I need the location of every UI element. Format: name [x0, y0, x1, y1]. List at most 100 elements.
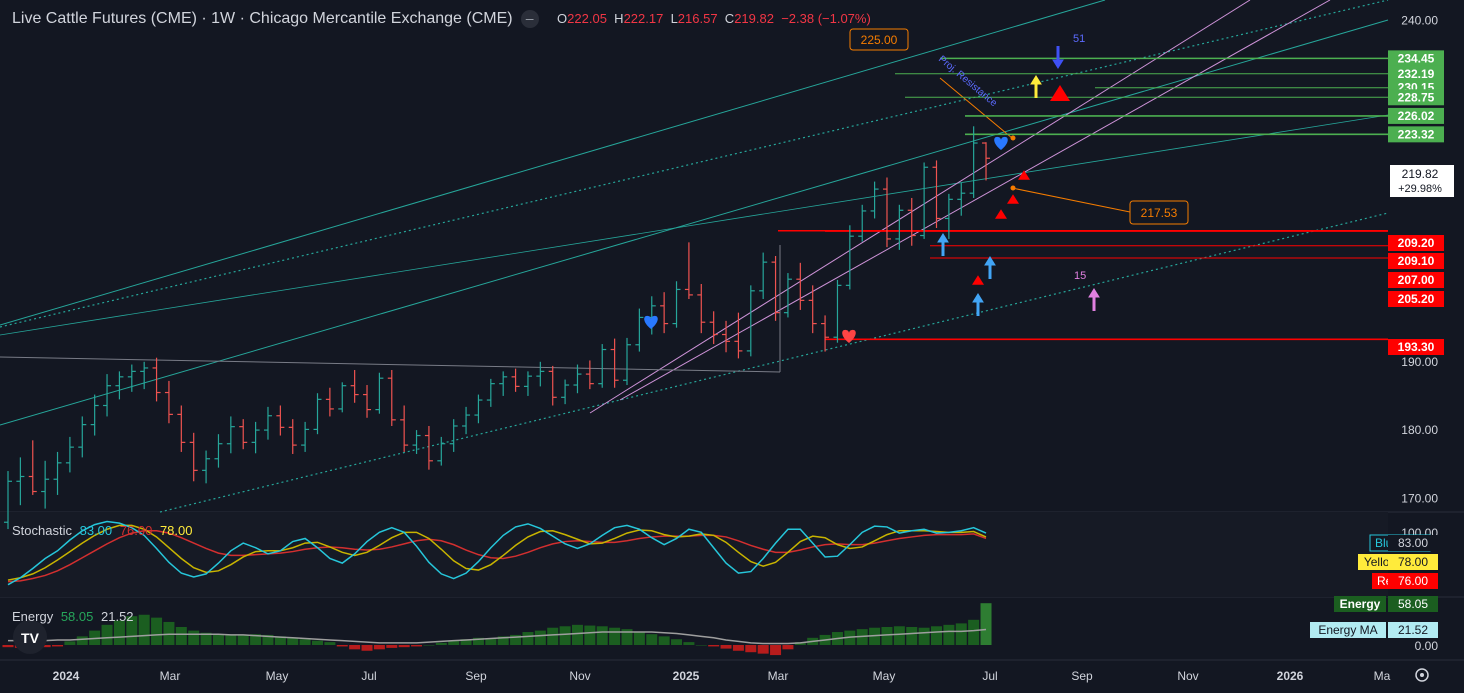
red-heart-icon	[842, 329, 856, 343]
stoch-red-line	[7, 530, 987, 583]
ohlc-bar	[511, 368, 520, 392]
ohlc-bar	[226, 416, 235, 454]
ohlc-bar	[189, 432, 198, 482]
energy-bar	[2, 645, 14, 648]
ohlc-bar	[944, 193, 953, 239]
energy-bar	[955, 623, 967, 645]
ohlc-bar	[127, 364, 136, 392]
energy-axis-bottom: 0.00	[1415, 639, 1439, 653]
ohlc-bar	[437, 436, 446, 466]
energy-legend-value-bg	[1388, 622, 1438, 638]
ohlc-bar	[623, 337, 631, 386]
energy-bar	[559, 626, 571, 645]
green-level-tag	[1388, 107, 1444, 124]
ohlc-bar	[982, 142, 991, 181]
ohlc-bar	[759, 252, 768, 300]
energy-bar	[188, 630, 200, 645]
tradingview-logo-icon: TV	[13, 620, 47, 654]
energy-bar	[200, 632, 212, 645]
settings-gear-icon	[1415, 668, 1429, 682]
energy-bar	[757, 645, 769, 654]
channel-lower-dotted	[159, 212, 1389, 513]
buy-arrow-icon	[937, 233, 949, 256]
energy-bar	[312, 640, 323, 645]
energy-bar	[720, 645, 732, 649]
energy-bar	[472, 637, 484, 645]
ohlc-bar	[548, 365, 557, 406]
ohlc-bar	[907, 197, 916, 246]
target-box-right-text: 217.53	[1141, 206, 1178, 220]
energy-bar	[732, 645, 744, 651]
price-tick-label: 180.00	[1401, 423, 1438, 437]
red-level-tag-text: 193.30	[1398, 340, 1435, 354]
ohlc-bar	[920, 162, 929, 239]
energy-ma-line	[8, 628, 987, 645]
energy-bar	[64, 641, 76, 645]
ohlc-bar	[65, 436, 74, 473]
energy-bar	[336, 645, 348, 647]
stochastic-v2: 76.00	[119, 523, 153, 538]
more-icon[interactable]: –	[520, 10, 539, 28]
energy-bar	[373, 645, 385, 650]
ohlc-bar	[610, 338, 619, 388]
ohlc-bar	[400, 405, 409, 452]
green-level-tag	[1388, 65, 1444, 82]
energy-bar	[497, 636, 509, 645]
signals	[644, 46, 1100, 343]
stoch-pane-bg	[0, 512, 1388, 597]
energy-bar	[534, 630, 546, 645]
arrow-head	[1088, 288, 1100, 298]
target-box-right	[1129, 200, 1189, 225]
target-box-top-text: 225.00	[861, 33, 898, 47]
ohlc-bar	[672, 281, 681, 328]
orange-proj-line	[939, 77, 1013, 139]
stochastic-legend[interactable]: Stochastic 83.00 76.00 78.00	[12, 523, 193, 538]
ohlc-bar	[585, 360, 594, 390]
energy-bar	[522, 632, 534, 645]
target-box-top	[849, 28, 909, 51]
buy-arrow-icon	[1088, 288, 1100, 311]
ohlc-bar	[424, 425, 433, 470]
ohlc-bar	[808, 285, 817, 334]
ohlc-bar	[214, 434, 223, 468]
stochastic-v1: 83.00	[79, 523, 113, 538]
gear-ring	[1415, 668, 1429, 682]
energy-bar	[76, 636, 88, 645]
arrow-head	[937, 233, 949, 243]
ohlc-readout: O222.05 H222.17 L216.57 C219.82 −2.38 (−…	[557, 11, 871, 27]
orange-target-line	[1011, 187, 1131, 213]
red-level-tag-text: 205.20	[1398, 292, 1435, 306]
last-price-tag	[1390, 165, 1454, 197]
ohlc-bar	[870, 181, 879, 219]
energy-bar	[361, 645, 373, 651]
green-level-tag-text: 228.75	[1398, 90, 1435, 104]
time-tick-label: Ma	[1374, 669, 1391, 683]
symbol-title[interactable]: Live Cattle Futures (CME) · 1W · Chicago…	[12, 10, 513, 28]
energy-legend[interactable]: Energy 58.05 21.52	[12, 609, 134, 624]
energy-bar	[386, 645, 398, 648]
ohlc-bar	[833, 279, 842, 343]
energy-bar	[708, 645, 720, 647]
time-tick-label: Nov	[569, 669, 590, 683]
ohlc-bar	[363, 385, 372, 418]
energy-bar	[782, 645, 794, 650]
ohlc-bar	[734, 312, 743, 359]
ohlc-bar	[350, 370, 359, 403]
ohlc-bar	[288, 419, 297, 454]
ohlc-bar	[78, 416, 87, 458]
energy-bar	[510, 634, 522, 645]
energy-bar	[324, 642, 336, 645]
ohlc-bar	[523, 371, 532, 396]
red-level-tag-text: 209.20	[1398, 236, 1435, 250]
red-level-tag	[1388, 253, 1444, 269]
green-level-tag-text: 223.32	[1398, 127, 1435, 141]
ohlc-bar	[895, 204, 904, 250]
price-tick-label: 170.00	[1401, 491, 1438, 505]
ohlc-bar	[53, 451, 62, 495]
time-tick-label: May	[873, 669, 896, 683]
time-tick-label: Mar	[768, 669, 789, 683]
energy-legend-value: 21.52	[1398, 623, 1428, 637]
ohlc-bar	[276, 405, 285, 436]
arrow-head	[1052, 59, 1064, 69]
